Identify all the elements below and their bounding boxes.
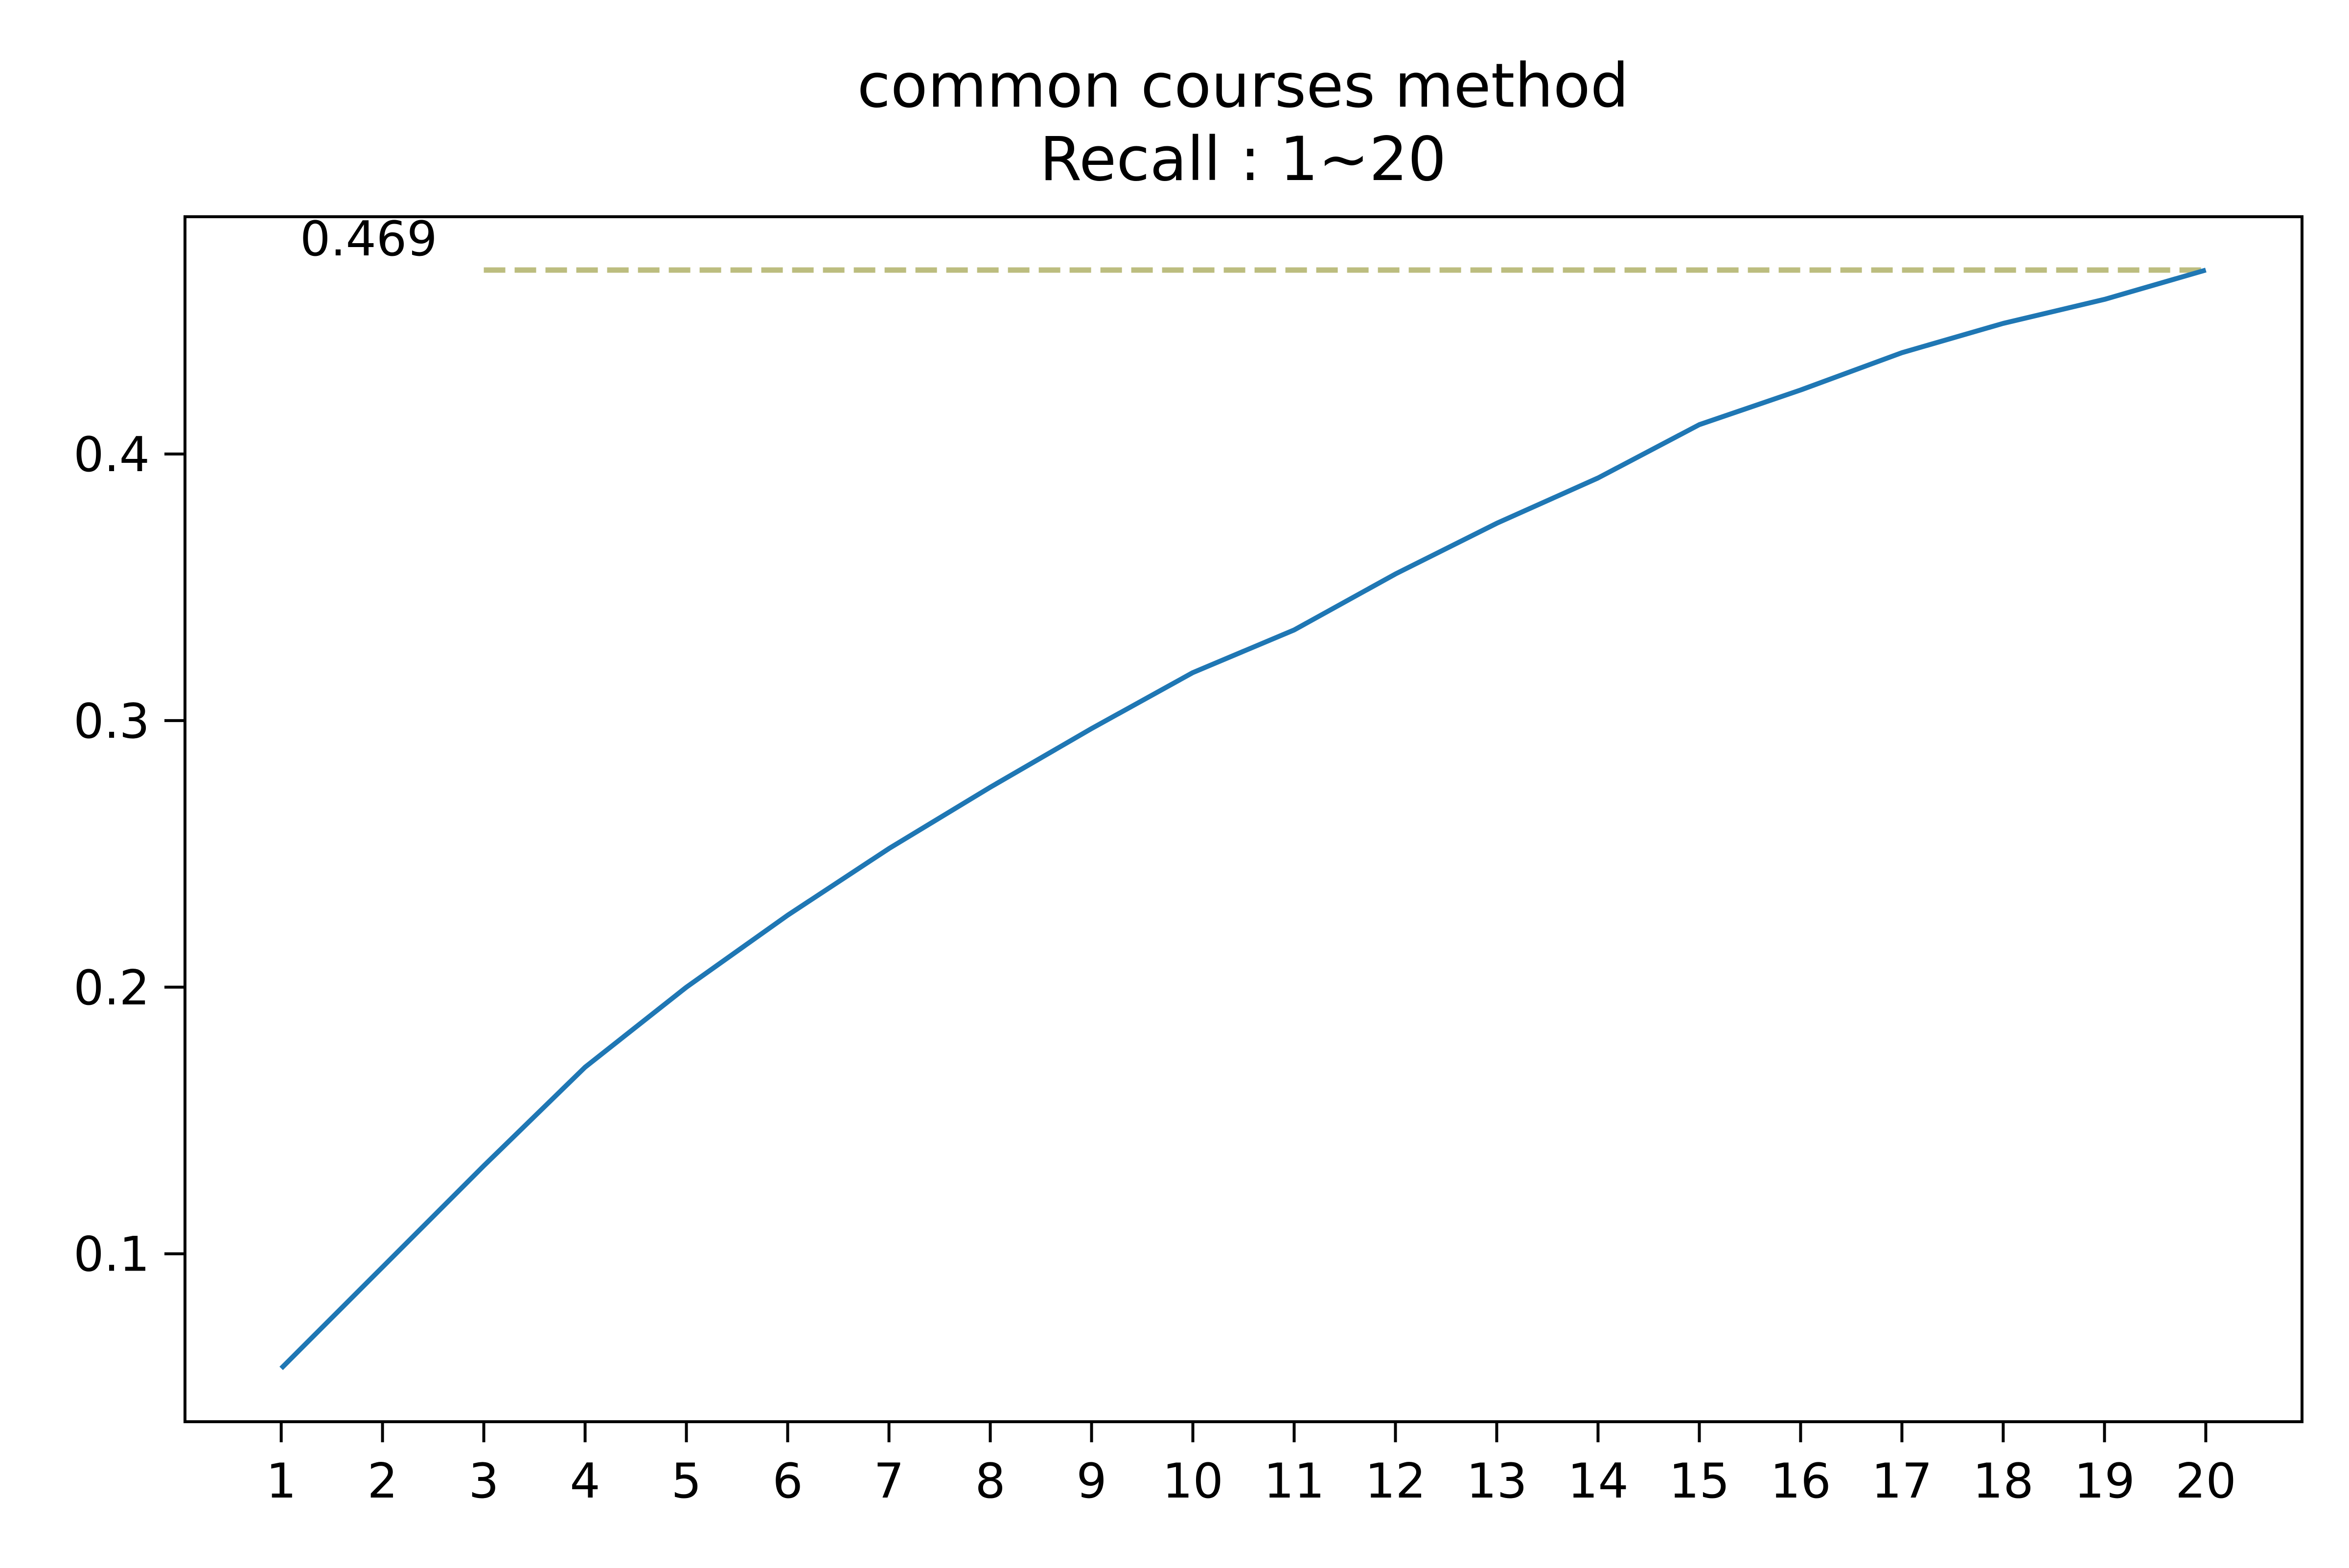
x-tick-label: 14 bbox=[1567, 1454, 1629, 1509]
x-tick-label: 17 bbox=[1871, 1454, 1933, 1509]
x-tick-label: 5 bbox=[671, 1454, 701, 1509]
y-tick-label: 0.4 bbox=[73, 427, 150, 483]
x-tick-label: 19 bbox=[2074, 1454, 2135, 1509]
x-tick-label: 12 bbox=[1365, 1454, 1426, 1509]
x-axis-ticks: 1 2 3 4 5 6 7 8 9 10 11 12 13 14 15 16 17 18 19 20 bbox=[266, 1422, 2236, 1509]
y-tick-label: 0.3 bbox=[73, 694, 150, 750]
x-tick-label: 1 bbox=[266, 1454, 296, 1509]
x-tick-label: 3 bbox=[468, 1454, 499, 1509]
x-tick-label: 15 bbox=[1669, 1454, 1730, 1509]
x-tick-label: 20 bbox=[2175, 1454, 2236, 1509]
x-tick-label: 13 bbox=[1466, 1454, 1527, 1509]
plot-area-frame bbox=[184, 215, 2303, 1423]
x-tick-label: 7 bbox=[874, 1454, 904, 1509]
reference-value-label: 0.469 bbox=[300, 211, 438, 267]
x-tick-label: 2 bbox=[367, 1454, 397, 1509]
y-axis-ticks: 0.1 0.2 0.3 0.4 bbox=[73, 427, 185, 1283]
y-tick-label: 0.1 bbox=[73, 1227, 150, 1283]
x-tick-label: 10 bbox=[1162, 1454, 1223, 1509]
y-tick-label: 0.2 bbox=[73, 960, 150, 1016]
x-tick-label: 16 bbox=[1770, 1454, 1831, 1509]
x-tick-label: 6 bbox=[772, 1454, 803, 1509]
x-tick-label: 11 bbox=[1264, 1454, 1325, 1509]
x-tick-label: 4 bbox=[570, 1454, 600, 1509]
x-tick-label: 8 bbox=[975, 1454, 1005, 1509]
x-tick-label: 18 bbox=[1973, 1454, 2034, 1509]
recall-series-line bbox=[279, 268, 2207, 1370]
chart-subtitle: Recall : 1~20 bbox=[1039, 124, 1446, 195]
x-tick-label: 9 bbox=[1076, 1454, 1106, 1509]
chart-title: common courses method bbox=[857, 51, 1629, 121]
